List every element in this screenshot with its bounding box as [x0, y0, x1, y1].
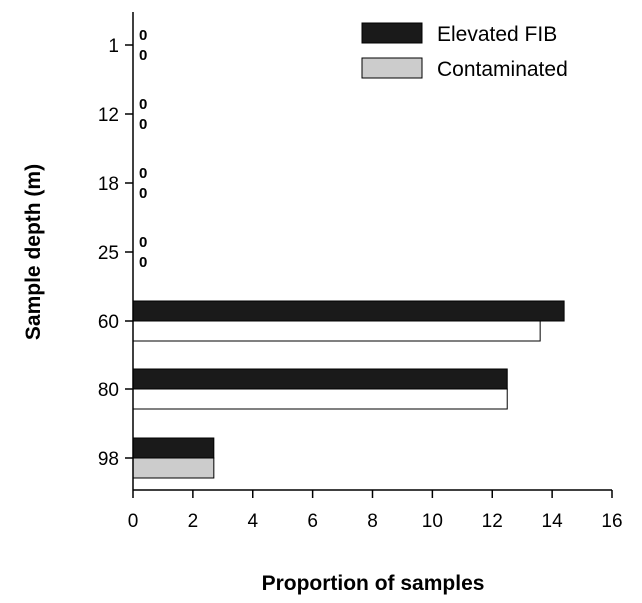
x-tick-label-10: 10	[422, 511, 443, 532]
y-tick-label-12: 12	[98, 105, 119, 126]
y-tick-label-60: 60	[98, 312, 119, 333]
value-label-contaminated-depth-1: 0	[139, 47, 147, 64]
bar-contaminated-depth-60	[132, 320, 541, 342]
y-tick-label-98: 98	[98, 449, 119, 470]
bar-elevated-fib-depth-80	[132, 368, 508, 390]
y-tick-label-80: 80	[98, 380, 119, 401]
bar-contaminated-depth-98	[132, 457, 215, 479]
legend-label-contaminated: Contaminated	[437, 58, 568, 81]
value-label-elevated-fib-depth-25: 0	[139, 234, 147, 251]
value-label-elevated-fib-depth-18: 0	[139, 165, 147, 182]
bar-elevated-fib-depth-60	[132, 300, 565, 322]
bars-group	[132, 300, 565, 479]
value-label-contaminated-depth-18: 0	[139, 185, 147, 202]
x-axis-title: Proportion of samples	[262, 572, 485, 595]
x-axis-ticks: 0 2 4 6 8 10 12 14 16	[128, 490, 623, 532]
bar-elevated-fib-depth-98	[132, 437, 215, 459]
legend-label-elevated-fib: Elevated FIB	[437, 23, 557, 46]
axes-group	[132, 12, 612, 491]
value-label-contaminated-depth-25: 0	[139, 254, 147, 271]
bar-contaminated-depth-80	[132, 388, 508, 410]
value-label-elevated-fib-depth-1: 0	[139, 27, 147, 44]
x-tick-label-4: 4	[247, 511, 258, 532]
y-tick-label-25: 25	[98, 243, 119, 264]
x-tick-label-8: 8	[367, 511, 378, 532]
legend-swatch-contaminated	[361, 57, 423, 79]
x-tick-label-0: 0	[128, 511, 139, 532]
zero-value-labels: 0 0 0 0 0 0 0 0	[139, 27, 147, 271]
x-tick-label-14: 14	[542, 511, 564, 532]
y-axis-title: Sample depth (m)	[22, 164, 45, 340]
x-tick-label-2: 2	[188, 511, 199, 532]
y-tick-label-18: 18	[98, 174, 119, 195]
x-tick-label-16: 16	[601, 511, 622, 532]
y-axis-ticks: 1 12 18 25 60 80 98	[98, 36, 133, 470]
value-label-elevated-fib-depth-12: 0	[139, 96, 147, 113]
x-tick-label-6: 6	[307, 511, 318, 532]
legend: Elevated FIB Contaminated	[361, 22, 568, 81]
y-tick-label-1: 1	[108, 36, 119, 57]
x-tick-label-12: 12	[482, 511, 503, 532]
value-label-contaminated-depth-12: 0	[139, 116, 147, 133]
legend-swatch-elevated-fib	[361, 22, 423, 44]
